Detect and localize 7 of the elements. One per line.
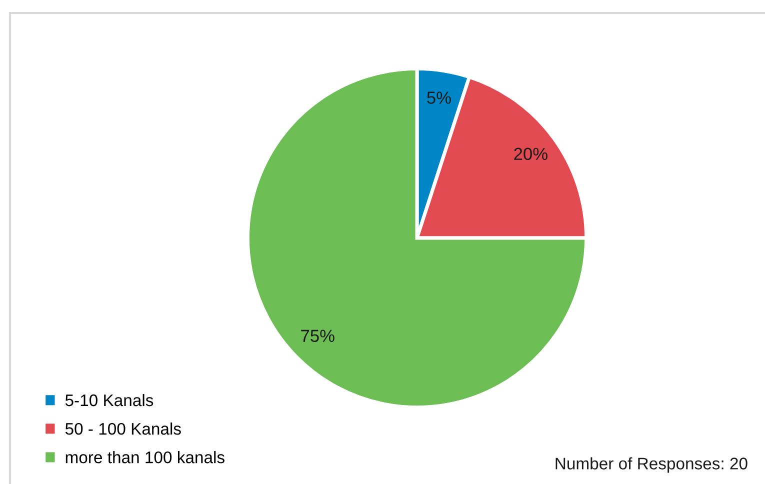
legend-label: 50 - 100 Kanals	[65, 422, 181, 435]
data-label: 20%	[514, 148, 548, 160]
legend-label: more than 100 kanals	[66, 451, 224, 464]
text: Number of Responses: 20	[556, 457, 748, 473]
data-label: 75%	[301, 330, 334, 342]
data-label: 5%	[427, 92, 451, 104]
legend-label: 5-10 Kanals	[65, 394, 154, 406]
